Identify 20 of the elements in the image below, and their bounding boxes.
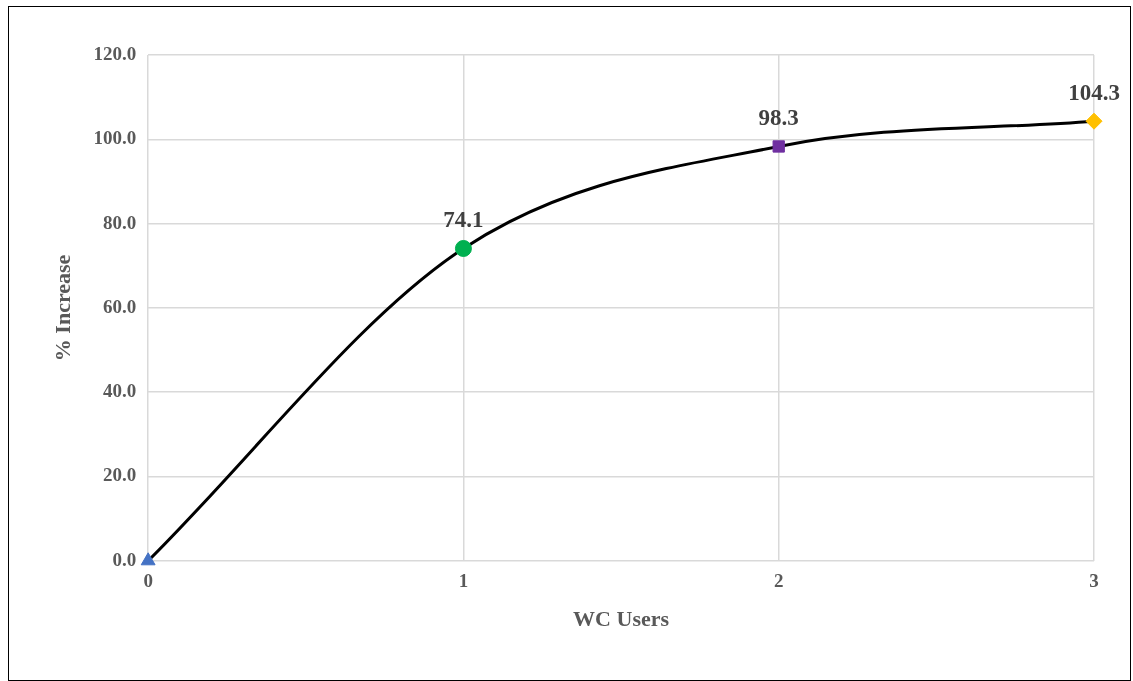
point <box>772 140 785 153</box>
x-tick-label: 3 <box>1089 570 1099 592</box>
y-tick-label: 120.0 <box>93 42 137 64</box>
data-label: 98.3 <box>758 104 799 130</box>
x-tick-label: 0 <box>143 570 153 592</box>
y-axis-title: % Increase <box>49 254 75 362</box>
y-tick-label: 80.0 <box>102 211 137 233</box>
y-tick-label: 100.0 <box>93 127 137 149</box>
y-tick-label: 0.0 <box>112 548 137 570</box>
x-tick-label: 1 <box>458 570 469 592</box>
y-tick-label: 60.0 <box>102 295 137 317</box>
x-tick-label: 2 <box>773 570 784 592</box>
data-label: 74.1 <box>443 206 484 232</box>
point <box>140 552 156 566</box>
point <box>454 239 472 257</box>
point <box>1085 112 1103 130</box>
x-axis-title: WC Users <box>573 606 670 632</box>
y-tick-label: 40.0 <box>102 380 137 402</box>
y-tick-label: 20.0 <box>102 464 137 486</box>
data-label: 104.3 <box>1068 79 1120 105</box>
